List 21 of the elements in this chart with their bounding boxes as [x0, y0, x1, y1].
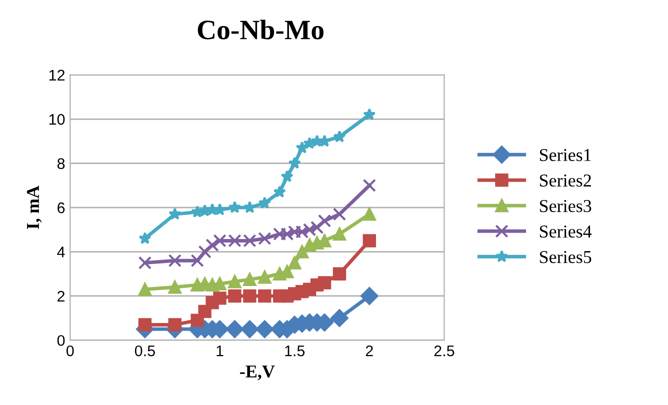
legend-label: Series5	[540, 251, 592, 264]
legend-label: Series3	[540, 200, 592, 212]
y-tick-label: 0	[57, 335, 65, 346]
y-tick-label: 12	[49, 70, 65, 80]
chart-title: Co-Nb-Mo	[198, 20, 324, 40]
legend-label: Series2	[540, 174, 591, 187]
y-tick-label: 10	[49, 114, 65, 125]
legend-label: Series4	[540, 226, 592, 238]
x-tick-label: 0.5	[134, 345, 155, 356]
x-tick-label: 1	[216, 346, 224, 356]
x-tick-label: 2.5	[434, 345, 454, 356]
y-tick-label: 4	[57, 246, 65, 258]
x-tick-label: 0	[66, 345, 74, 356]
legend-label: Series1	[540, 148, 591, 162]
y-tick-label: 6	[58, 202, 65, 214]
x-axis-title: -E,V	[240, 366, 275, 380]
y-tick-label: 8	[57, 158, 65, 170]
x-tick-label: 2	[366, 345, 373, 356]
x-tick-label: 1.5	[285, 346, 305, 356]
y-tick-label: 2	[58, 290, 65, 302]
y-axis-title: I, mA	[26, 186, 42, 230]
